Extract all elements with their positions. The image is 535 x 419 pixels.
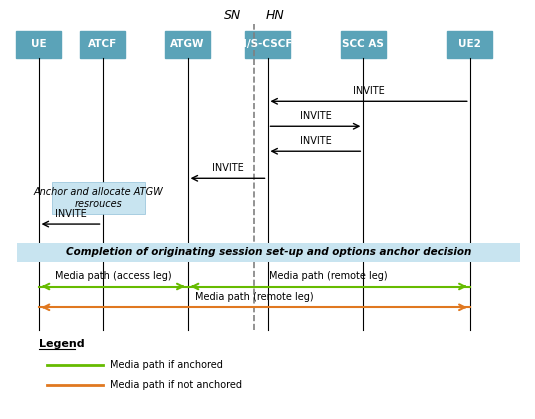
Text: I/S-CSCF: I/S-CSCF (243, 39, 292, 49)
Text: Media path (remote leg): Media path (remote leg) (195, 292, 314, 302)
FancyBboxPatch shape (16, 31, 62, 57)
Text: INVITE: INVITE (55, 209, 87, 219)
FancyBboxPatch shape (17, 243, 521, 261)
FancyBboxPatch shape (245, 31, 290, 57)
Text: INVITE: INVITE (300, 136, 331, 146)
Text: INVITE: INVITE (212, 163, 243, 173)
Text: UE2: UE2 (458, 39, 481, 49)
Text: UE: UE (31, 39, 47, 49)
Text: ATGW: ATGW (171, 39, 205, 49)
Text: Media path (access leg): Media path (access leg) (55, 271, 172, 281)
FancyBboxPatch shape (52, 182, 145, 214)
Text: HN: HN (266, 10, 285, 23)
Text: Legend: Legend (39, 339, 85, 349)
Text: INVITE: INVITE (353, 86, 385, 96)
Text: INVITE: INVITE (300, 111, 331, 121)
Text: Completion of originating session set-up and options anchor decision: Completion of originating session set-up… (66, 247, 471, 257)
FancyBboxPatch shape (447, 31, 492, 57)
Text: Media path if not anchored: Media path if not anchored (111, 380, 242, 390)
FancyBboxPatch shape (80, 31, 125, 57)
Text: Media path (remote leg): Media path (remote leg) (270, 271, 388, 281)
FancyBboxPatch shape (165, 31, 210, 57)
FancyBboxPatch shape (341, 31, 386, 57)
Text: ATCF: ATCF (88, 39, 117, 49)
Text: SCC AS: SCC AS (342, 39, 384, 49)
Text: SN: SN (224, 10, 241, 23)
Text: Media path if anchored: Media path if anchored (111, 360, 224, 370)
Text: Anchor and allocate ATGW
resrouces: Anchor and allocate ATGW resrouces (34, 187, 163, 209)
